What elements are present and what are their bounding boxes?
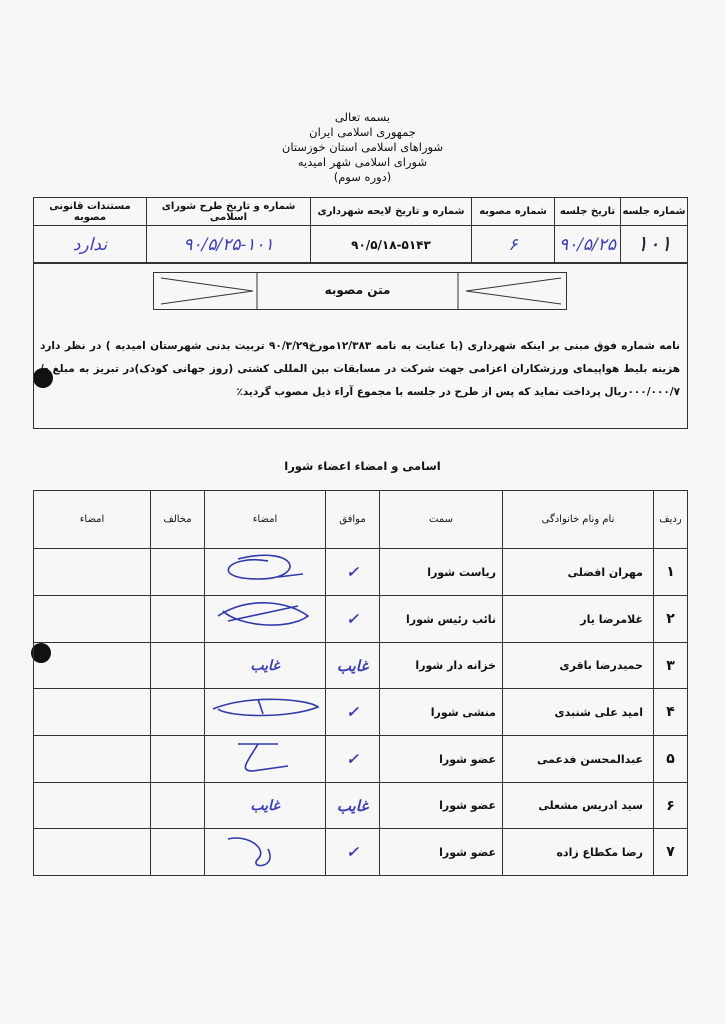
vote-agree: ✓: [325, 595, 380, 643]
col-role: سمت: [379, 490, 503, 549]
legal-basis: ندارد: [33, 225, 147, 264]
row-number: ۳: [653, 642, 688, 689]
vote-oppose: [150, 595, 205, 643]
member-role: ریاست شورا: [379, 548, 503, 596]
vote-agree: ✓: [325, 688, 380, 736]
member-name: غلامرضا یار: [502, 595, 654, 643]
session-number: ۱۰۱: [620, 225, 688, 264]
resolution-text: نامه شماره فوق مبنی بر اینکه شهرداری (با…: [40, 340, 680, 398]
punch-hole: [33, 368, 53, 388]
vote-agree: غایب: [325, 782, 380, 829]
col-signature-2: امضاء: [33, 490, 151, 549]
col-council-plan: شماره و تاریخ طرح شورای اسلامی: [146, 197, 311, 226]
header-line: بسمه تعالی: [334, 110, 391, 124]
members-title: اسامی و امضاء اعضاء شورا: [284, 459, 441, 473]
header-line: جمهوری اسلامی ایران: [309, 125, 416, 139]
member-row: ۳ حمیدرضا باقری خزانه دار شورا غایب غایب: [33, 642, 688, 689]
member-row: ۲ غلامرضا یار نائب رئیس شورا ✓: [33, 595, 688, 643]
vote-oppose: [150, 548, 205, 596]
resolution-box: [33, 262, 688, 429]
signature: [204, 828, 326, 876]
vote-oppose: [150, 782, 205, 829]
col-name: نام ونام خانوادگی: [502, 490, 654, 549]
signature-scribble: [212, 698, 320, 717]
signature: [204, 595, 326, 643]
row-number: ۵: [653, 735, 688, 783]
member-name: رضا مکطاع زاده: [502, 828, 654, 876]
vote-agree: ✓: [325, 735, 380, 783]
signature-scribble: [217, 602, 309, 626]
vote-oppose: [150, 735, 205, 783]
signature-2: [33, 782, 151, 829]
signature: [204, 548, 326, 596]
member-name: حمیدرضا باقری: [502, 642, 654, 689]
vote-agree: غایب: [325, 642, 380, 689]
member-role: خزانه دار شورا: [379, 642, 503, 689]
member-role: نائب رئیس شورا: [379, 595, 503, 643]
signature-2: [33, 735, 151, 783]
signature-scribble: [227, 554, 303, 580]
member-role: منشی شورا: [379, 688, 503, 736]
signature: [204, 688, 326, 736]
resolution-title: متن مصوبه: [324, 283, 391, 297]
vote-oppose: [150, 688, 205, 736]
title-frame: [153, 272, 567, 310]
signature-2: [33, 828, 151, 876]
vote-agree: ✓: [325, 548, 380, 596]
col-municipal-bill: شماره و تاریخ لایحه شهرداری: [310, 197, 472, 226]
municipal-bill: ۹۰/۵/۱۸-۵۱۴۳: [310, 225, 472, 264]
col-signature: امضاء: [204, 490, 326, 549]
member-row: ۵ عبدالمحسن فدعمی عضو شورا ✓: [33, 735, 688, 783]
signature-scribble: [237, 743, 288, 772]
members-table: ردیف نام ونام خانوادگی سمت موافق امضاء م…: [33, 490, 688, 876]
header-line: (دوره سوم): [333, 170, 392, 184]
member-name: مهران افضلی: [502, 548, 654, 596]
col-agree: موافق: [325, 490, 380, 549]
signature-2: [33, 688, 151, 736]
session-date: ۹۰/۵/۲۵: [554, 225, 621, 264]
col-row: ردیف: [653, 490, 688, 549]
member-row: ۷ رضا مکطاع زاده عضو شورا ✓: [33, 828, 688, 876]
vote-agree: ✓: [325, 828, 380, 876]
signature: [204, 735, 326, 783]
col-session-date: تاریخ جلسه: [554, 197, 621, 226]
council-plan: ۹۰/۵/۲۵-۱۰۱: [146, 225, 311, 264]
signature-2: [33, 642, 151, 689]
member-row: ۴ امید علی شنبدی منشی شورا ✓: [33, 688, 688, 736]
vote-oppose: [150, 642, 205, 689]
col-oppose: مخالف: [150, 490, 205, 549]
resolution-number: ۶: [471, 225, 555, 264]
member-row: ۱ مهران افضلی ریاست شورا ✓: [33, 548, 688, 596]
row-number: ۷: [653, 828, 688, 876]
signature-2: [33, 595, 151, 643]
member-role: عضو شورا: [379, 828, 503, 876]
row-number: ۱: [653, 548, 688, 596]
col-resolution-number: شماره مصوبه: [471, 197, 555, 226]
member-role: عضو شورا: [379, 782, 503, 829]
col-session-number: شماره جلسه: [620, 197, 688, 226]
header-line: شورای اسلامی شهر امیدیه: [297, 155, 428, 169]
meta-table: شماره جلسه تاریخ جلسه شماره مصوبه شماره …: [33, 197, 688, 264]
row-number: ۲: [653, 595, 688, 643]
member-row: ۶ سید ادریس مشعلی عضو شورا غایب غایب: [33, 782, 688, 829]
header-line: شوراهای اسلامی استان خوزستان: [281, 140, 444, 154]
member-role: عضو شورا: [379, 735, 503, 783]
letterhead: بسمه تعالی جمهوری اسلامی ایران شوراهای ا…: [0, 110, 725, 185]
signature: غایب: [204, 782, 326, 829]
vote-oppose: [150, 828, 205, 876]
member-name: عبدالمحسن فدعمی: [502, 735, 654, 783]
signature-scribble: [227, 837, 271, 867]
col-legal-basis: مستندات قانونی مصوبه: [33, 197, 147, 226]
row-number: ۶: [653, 782, 688, 829]
member-name: سید ادریس مشعلی: [502, 782, 654, 829]
member-name: امید علی شنبدی: [502, 688, 654, 736]
signature-2: [33, 548, 151, 596]
row-number: ۴: [653, 688, 688, 736]
signature: غایب: [204, 642, 326, 689]
